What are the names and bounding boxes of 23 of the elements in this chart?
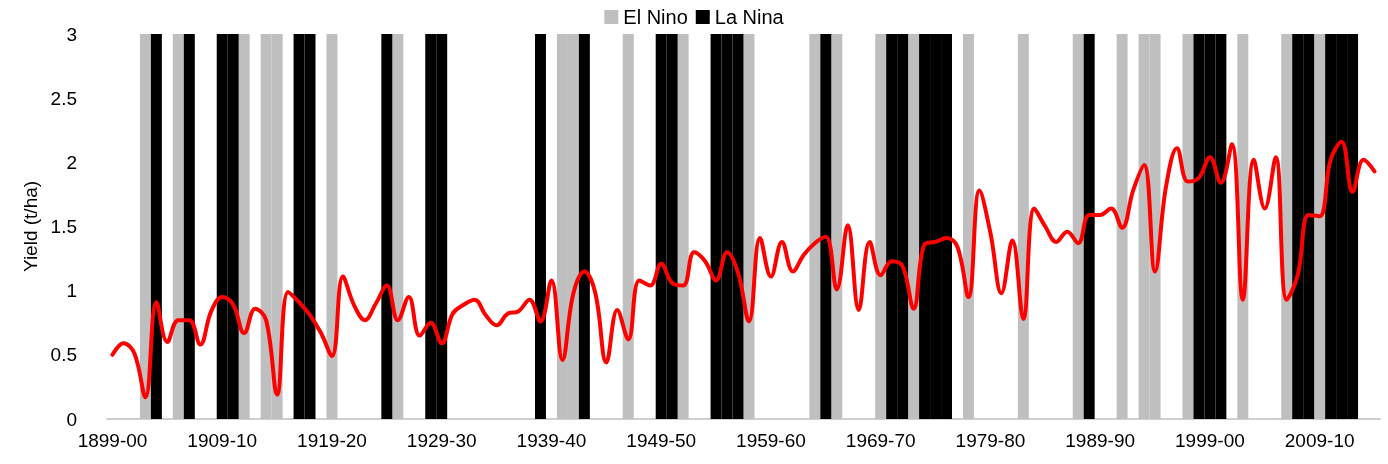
y-tick-label: 0.5 (50, 344, 77, 366)
x-tick-label: 1909-10 (187, 430, 258, 451)
x-tick-label: 1959-60 (736, 430, 806, 451)
x-tick-label: 1989-90 (1065, 430, 1136, 451)
y-tick-label: 3 (66, 23, 77, 45)
y-tick-label: 1 (66, 280, 77, 302)
y-tick-label: 2 (66, 151, 77, 173)
x-tick-label: 1999-00 (1175, 430, 1245, 451)
y-axis-title: Yield (t/ha) (19, 180, 41, 273)
x-tick-label: 1919-20 (297, 430, 367, 451)
y-tick-label: 0 (66, 408, 77, 430)
x-tick-label: 1969-70 (845, 430, 916, 451)
x-tick-label: 1979-80 (955, 430, 1026, 451)
legend-label: El Nino (623, 6, 688, 28)
legend-label: La Nina (714, 6, 785, 28)
x-tick-label: 1949-50 (626, 430, 697, 451)
x-tick-label: 1939-40 (516, 430, 587, 451)
y-tick-label: 2.5 (50, 87, 77, 109)
x-tick-label: 1929-30 (406, 430, 477, 451)
x-tick-label: 1899-00 (77, 430, 148, 451)
line-series (110, 139, 1377, 400)
y-tick-label: 1.5 (50, 216, 77, 237)
x-tick-label: 2009-10 (1284, 430, 1355, 451)
